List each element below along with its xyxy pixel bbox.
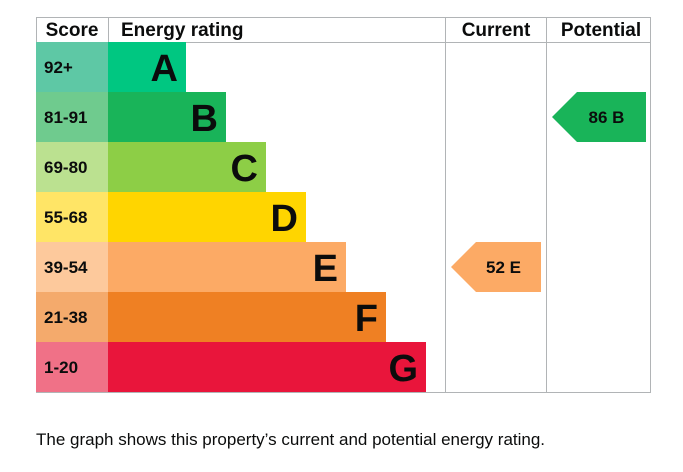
- header-potential: Potential: [561, 20, 641, 41]
- score-cell-a: [36, 42, 108, 92]
- band-letter-d: D: [271, 198, 298, 240]
- band-bar-a: [108, 42, 186, 92]
- score-label-f: 21-38: [44, 308, 87, 327]
- band-letter-f: F: [355, 298, 378, 340]
- potential-rating-label: 86 B: [589, 108, 625, 127]
- band-letter-b: B: [191, 98, 218, 140]
- score-label-e: 39-54: [44, 258, 88, 277]
- score-cell-f: [36, 292, 108, 342]
- band-bar-e: [108, 242, 346, 292]
- band-letter-a: A: [151, 48, 178, 90]
- score-label-c: 69-80: [44, 158, 87, 177]
- band-letter-c: C: [231, 148, 258, 190]
- chart-caption: The graph shows this property’s current …: [36, 430, 546, 449]
- header-current: Current: [462, 20, 531, 41]
- header-energy-rating: Energy rating: [121, 20, 243, 41]
- score-cell-e: [36, 242, 108, 292]
- potential-rating-arrow: [552, 92, 646, 142]
- current-rating-arrow: [451, 242, 541, 292]
- score-label-a: 92+: [44, 58, 73, 77]
- score-cell-b: [36, 92, 108, 142]
- band-bar-f: [108, 292, 386, 342]
- band-letter-g: G: [388, 348, 418, 390]
- rating-markers: 52 E 86 B: [451, 92, 646, 292]
- current-rating-label: 52 E: [486, 258, 521, 277]
- score-label-b: 81-91: [44, 108, 87, 127]
- score-label-g: 1-20: [44, 358, 78, 377]
- score-cell-c: [36, 142, 108, 192]
- score-label-d: 55-68: [44, 208, 87, 227]
- band-bar-d: [108, 192, 306, 242]
- band-bar-c: [108, 142, 266, 192]
- band-letter-e: E: [313, 248, 338, 290]
- epc-chart: Score Energy rating Current Potential 92…: [36, 17, 651, 393]
- score-cell-d: [36, 192, 108, 242]
- chart-headers: Score Energy rating Current Potential: [46, 20, 642, 41]
- rating-bands: 92+ A 81-91 B 69-80 C 55-68 D 39-54 E 21-38 F 1-20 G: [36, 42, 426, 392]
- band-bar-g: [108, 342, 426, 392]
- band-bar-b: [108, 92, 226, 142]
- score-cell-g: [36, 342, 108, 392]
- header-score: Score: [46, 20, 99, 41]
